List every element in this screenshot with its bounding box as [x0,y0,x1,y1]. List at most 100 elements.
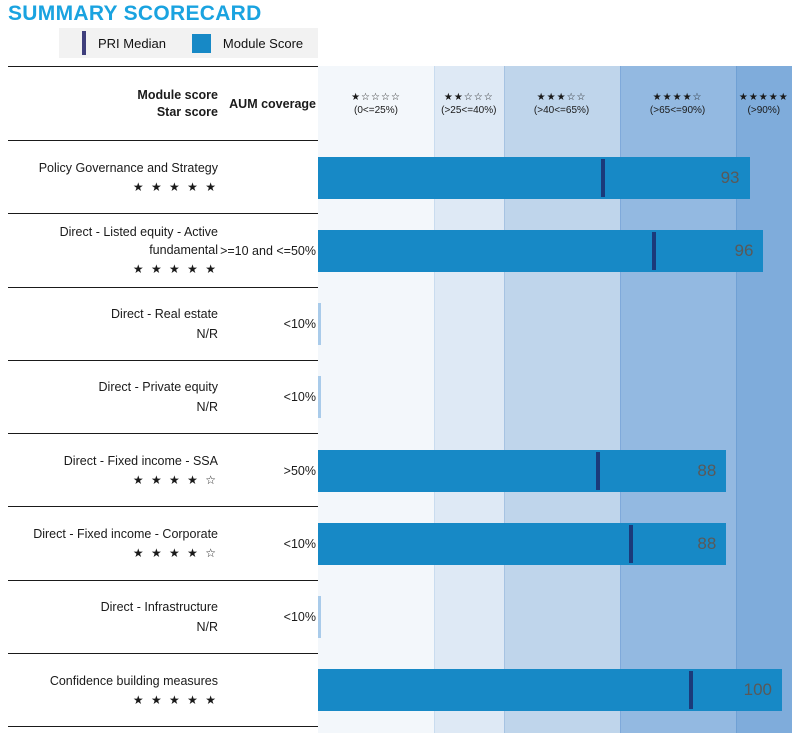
row-chart-cell: 88 [318,434,792,507]
scorecard: Module score Star score AUM coverage ★☆☆… [0,66,792,733]
row-label-cell: Confidence building measures ★ ★ ★ ★ ★ [0,672,218,710]
not-rated-sliver [318,376,321,419]
star-rating: ★ ★ ★ ★ ★ [132,179,218,194]
row-chart-cell: 100 [318,654,792,727]
row-left-cell: Direct - Infrastructure N/R <10% [0,580,318,654]
aum-coverage-value: <10% [283,390,316,405]
aum-coverage-value: <10% [283,317,316,332]
not-rated-label: N/R [196,327,218,342]
row-left-cell: Direct - Private equity N/R <10% [0,360,318,434]
module-name-label: Direct - Fixed income - Corporate [33,527,218,542]
module-score-value: 88 [697,533,717,553]
chart-legend: PRI Median Module Score [59,28,318,58]
module-score-value: 96 [734,240,754,260]
band-header-range: (>25<=40%) [441,104,497,116]
module-score-bar: 93 [318,156,750,199]
pri-median-marker [652,231,657,270]
star-rating: ★ ★ ★ ★ ☆ [132,472,218,487]
aum-coverage-value: >=10 and <=50% [220,243,316,258]
not-rated-label: N/R [196,620,218,635]
legend-module-score-label: Module Score [222,35,304,51]
pri-median-marker [628,524,633,563]
row-left-cell: Direct - Fixed income - SSA ★ ★ ★ ★ ☆ >50% [0,434,318,508]
table-row: Direct - Fixed income - Corporate ★ ★ ★ ★… [0,507,792,581]
band-header-stars: ★★★★★ [738,91,789,103]
not-rated-sliver [318,596,321,639]
table-row: Direct - Infrastructure N/R <10% [0,580,792,654]
row-label-cell: Direct - Private equity N/R [0,378,218,416]
table-row: Policy Governance and Strategy ★ ★ ★ ★ ★ 9… [0,141,792,215]
scorecard-rows: Policy Governance and Strategy ★ ★ ★ ★ ★ 9… [0,141,792,727]
separator-line [8,579,318,581]
module-name-label: Direct - Infrastructure [100,600,218,614]
band-header-stars: ★★★☆☆ [536,91,587,103]
table-row: Direct - Fixed income - SSA ★ ★ ★ ★ ☆ >50%… [0,434,792,508]
module-score-bar: 88 [318,522,727,565]
header-row: Module score Star score AUM coverage ★☆☆… [0,66,792,141]
row-left-cell: Direct - Listed equity - Active fundamen… [0,214,318,288]
row-label-cell: Direct - Fixed income - SSA ★ ★ ★ ★ ☆ [0,452,218,490]
row-label-cell: Direct - Fixed income - Corporate ★ ★ ★ ★… [0,525,218,563]
page-title: SUMMARY SCORECARD [8,2,262,25]
module-name-label: Direct - Real estate [111,307,218,321]
pri-median-marker [689,671,694,710]
row-left-cell: Direct - Fixed income - Corporate ★ ★ ★ ★… [0,507,318,581]
band-header-range: (>90%) [747,104,781,116]
pri-median-marker [601,158,606,197]
row-label-cell: Direct - Listed equity - Active fundamen… [0,223,218,279]
bottom-left-cell [0,727,318,733]
aum-coverage-value: >50% [283,463,316,478]
band-header-stars: ★☆☆☆☆ [351,91,401,103]
band-header-3-star: ★★★☆☆ (>40<=65%) [504,66,620,141]
header-module-score-line1: Module score [137,87,218,102]
band-header-range: (>40<=65%) [533,104,590,116]
pri-median-marker [596,451,601,490]
table-row: Direct - Listed equity - Active fundamen… [0,214,792,288]
module-score-swatch-icon [191,33,211,53]
separator-line [8,66,318,67]
header-band-labels: ★☆☆☆☆ (0<=25%) ★★☆☆☆ (>25<=40%) ★★★☆☆ (>40<=6… [318,66,792,141]
separator-line [8,726,318,727]
header-aum-coverage: AUM coverage [229,96,316,111]
module-score-value: 93 [720,167,740,187]
band-header-1-star: ★☆☆☆☆ (0<=25%) [318,66,434,141]
band-header-range: (0<=25%) [354,104,398,116]
row-chart-cell: 96 [318,214,792,287]
separator-line [8,433,318,434]
module-score-bar: 100 [318,669,782,712]
star-rating: ★ ★ ★ ★ ★ [132,692,218,707]
module-score-bar: 96 [318,229,764,272]
separator-line [8,213,318,215]
module-score-value: 88 [697,460,717,480]
band-header-4-star: ★★★★☆ (>65<=90%) [620,66,736,141]
band-header-5-star: ★★★★★ (>90%) [736,66,792,141]
band-header-range: (>65<=90%) [649,104,706,116]
separator-line [8,286,318,288]
separator-line [8,359,318,361]
row-chart-cell [318,361,792,434]
separator-line [8,506,318,508]
not-rated-sliver [318,303,321,346]
not-rated-label: N/R [196,400,218,415]
module-name-label: Policy Governance and Strategy [38,160,218,175]
module-score-value: 100 [743,680,772,700]
table-row: Confidence building measures ★ ★ ★ ★ ★ 100 [0,653,792,727]
band-header-2-star: ★★☆☆☆ (>25<=40%) [434,66,504,141]
table-row: Direct - Private equity N/R <10% [0,360,792,434]
module-name-label: Direct - Private equity [98,380,218,395]
aum-coverage-value: <10% [283,536,316,551]
module-score-bar: 88 [318,449,727,492]
row-chart-cell: 93 [318,141,792,214]
row-left-cell: Policy Governance and Strategy ★ ★ ★ ★ ★ [0,141,318,215]
row-left-cell: Direct - Real estate N/R <10% [0,287,318,361]
star-rating: ★ ★ ★ ★ ★ [132,262,218,277]
header-star-score-line2: Star score [156,104,218,119]
aum-coverage-value: <10% [283,610,316,625]
bottom-strip [0,727,792,733]
table-row: Direct - Real estate N/R <10% [0,287,792,361]
module-name-label: Direct - Listed equity - Active fundamen… [59,225,218,258]
star-rating: ★ ★ ★ ★ ☆ [132,546,218,561]
header-left-cell: Module score Star score AUM coverage [0,66,318,141]
row-label-cell: Direct - Real estate N/R [0,305,218,343]
header-module-score: Module score Star score [0,87,218,121]
